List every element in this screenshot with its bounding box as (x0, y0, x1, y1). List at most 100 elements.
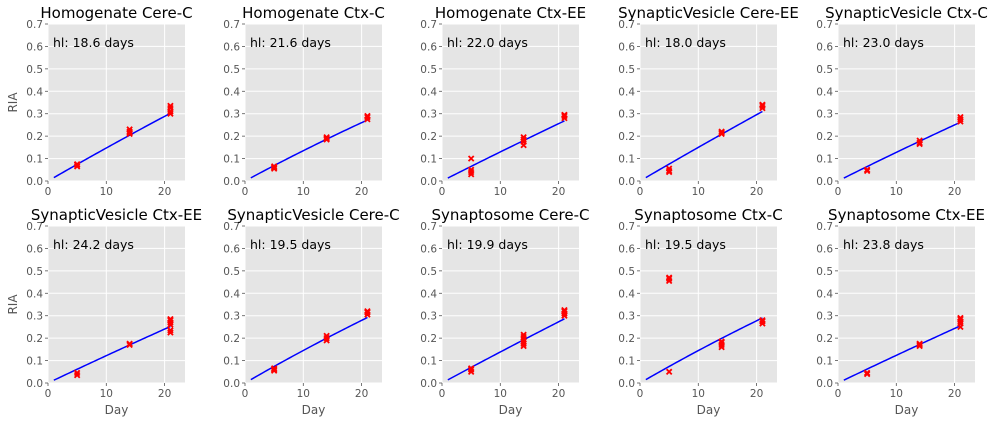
x-tick-label: 0 (637, 388, 644, 400)
subplot-title: Homogenate Cere-C (40, 4, 192, 22)
y-tick-label: 0.7 (618, 221, 635, 233)
y-tick-label: 0.1 (26, 356, 43, 368)
data-point (364, 307, 371, 315)
plot-area (640, 24, 777, 181)
data-point (957, 314, 964, 322)
data-point (167, 327, 174, 334)
y-tick-label: 0.6 (223, 243, 240, 255)
y-tick-label: 0.7 (26, 221, 43, 233)
x-tick-label: 10 (692, 388, 705, 400)
y-tick-label: 0.4 (26, 288, 43, 300)
fit-curve (53, 112, 171, 179)
y-tick-label: 0.4 (420, 288, 437, 300)
y-tick-label: 0.7 (26, 19, 43, 31)
data-point (270, 365, 278, 372)
data-point (718, 338, 725, 345)
data-point (916, 340, 923, 347)
y-tick-label: 0.6 (420, 243, 437, 255)
data-point (916, 137, 923, 144)
y-tick-label: 0.1 (223, 154, 240, 166)
fit-curve (53, 325, 171, 381)
y-tick-label: 0.0 (816, 378, 833, 390)
subplot: 0.0 0.1 0.2 0.3 0.4 0.5 0.6 0.7 0 10 20 SynapticVes… (223, 206, 399, 417)
y-tick-label: 0.5 (223, 266, 240, 278)
data-point (467, 155, 475, 162)
x-tick-label: 20 (750, 388, 763, 400)
y-tick-label: 0.3 (618, 311, 635, 323)
y-tick-label: 0.4 (223, 86, 240, 98)
x-tick-label: 0 (439, 388, 446, 400)
y-tick-label: 0.7 (223, 19, 240, 31)
y-tick-label: 0.4 (420, 86, 437, 98)
x-tick-label: 10 (494, 388, 507, 400)
x-tick-label: 20 (552, 186, 565, 198)
subplot-title: SynapticVesicle Ctx-EE (31, 206, 202, 224)
data-point (665, 165, 673, 172)
y-tick-label: 0.2 (26, 333, 43, 345)
half-life-annotation: hl: 19.5 days (250, 237, 331, 252)
y-tick-label: 0.3 (223, 311, 240, 323)
data-point (520, 134, 527, 141)
data-point (561, 306, 568, 314)
subplot: 0.0 0.1 0.2 0.3 0.4 0.5 0.6 0.7 0 10 20 SynapticVes… (618, 4, 799, 198)
y-tick-label: 0.2 (223, 333, 240, 345)
subplot-title: Synaptosome Ctx-C (634, 206, 782, 224)
data-point (364, 112, 371, 120)
x-tick-label: 0 (45, 388, 52, 400)
data-point (957, 113, 964, 121)
subplot-title: SynapticVesicle Ctx-C (825, 4, 988, 22)
y-tick-label: 0.0 (618, 176, 635, 188)
y-tick-label: 0.1 (420, 356, 437, 368)
x-tick-label: 10 (100, 186, 113, 198)
y-tick-label: 0.4 (26, 86, 43, 98)
data-point (270, 163, 278, 170)
data-point (126, 126, 133, 133)
y-tick-label: 0.0 (223, 378, 240, 390)
y-tick-label: 0.3 (618, 109, 635, 121)
y-tick-label: 0.6 (26, 243, 43, 255)
data-point (467, 166, 475, 174)
half-life-annotation: hl: 21.6 days (250, 35, 331, 50)
data-point (665, 368, 673, 376)
y-tick-label: 0.6 (223, 41, 240, 53)
y-tick-label: 0.3 (223, 109, 240, 121)
data-point (759, 316, 766, 324)
plot-area (838, 226, 975, 383)
plot-area (48, 24, 185, 181)
y-tick-label: 0.7 (816, 19, 833, 31)
plot-area (245, 226, 382, 383)
data-point (863, 166, 871, 174)
y-tick-label: 0.1 (420, 154, 437, 166)
y-tick-label: 0.5 (26, 64, 43, 76)
x-tick-label: 20 (158, 186, 171, 198)
y-axis-label: RIA (6, 92, 20, 113)
y-tick-label: 0.6 (26, 41, 43, 53)
fit-curve (250, 119, 368, 179)
x-tick-label: 0 (242, 388, 249, 400)
x-axis-label: Day (105, 403, 129, 417)
x-axis-label: Day (302, 403, 326, 417)
plot-area (442, 24, 579, 181)
fit-curve (843, 121, 961, 179)
y-tick-label: 0.4 (618, 86, 635, 98)
y-tick-label: 0.6 (618, 41, 635, 53)
y-axis-label: RIA (6, 294, 20, 315)
y-tick-label: 0.2 (618, 131, 635, 143)
data-point (665, 274, 673, 281)
data-point (561, 111, 568, 119)
y-tick-label: 0.1 (816, 356, 833, 368)
y-tick-label: 0.4 (816, 288, 833, 300)
fit-curve (645, 317, 763, 381)
fit-curve (250, 316, 368, 381)
y-tick-label: 0.4 (816, 86, 833, 98)
x-tick-label: 20 (158, 388, 171, 400)
y-tick-label: 0.1 (618, 356, 635, 368)
half-life-annotation: hl: 23.0 days (843, 35, 924, 50)
subplot: 0.0 0.1 0.2 0.3 0.4 0.5 0.6 0.7 0 10 20 Synaptosome… (618, 206, 782, 417)
x-tick-label: 0 (439, 186, 446, 198)
x-tick-label: 20 (355, 186, 368, 198)
fit-curve (645, 110, 763, 179)
y-tick-label: 0.0 (816, 176, 833, 188)
y-tick-label: 0.2 (420, 333, 437, 345)
